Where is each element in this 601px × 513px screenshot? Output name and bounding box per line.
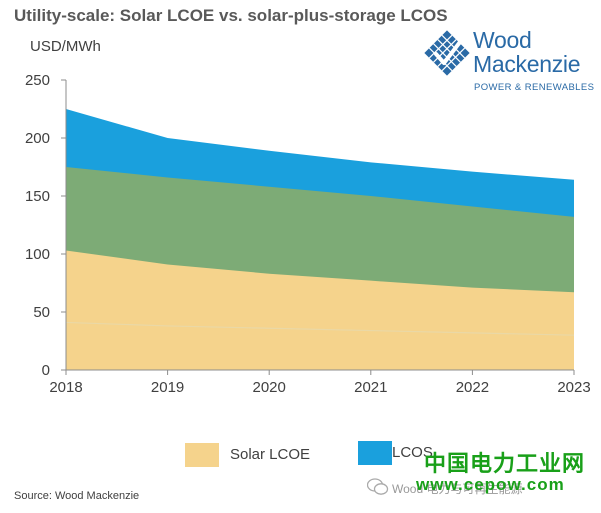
y-tick-label: 150: [25, 188, 50, 205]
logo-name-line2: Mackenzie: [473, 51, 581, 77]
source-note: Source: Wood Mackenzie: [14, 490, 140, 502]
area-chart: 0 50 100 150 200 250 2018 2019 2020 2021 2022 2023: [25, 72, 591, 396]
area-series-0: [66, 250, 574, 370]
wood-mackenzie-logo: Wood Mackenzie POWER & RENEWABLES: [424, 27, 595, 98]
x-tick-label: 2019: [151, 379, 184, 396]
logo-tagline: POWER & RENEWABLES: [474, 82, 595, 93]
x-tick-label: 2018: [49, 379, 82, 396]
y-tick-label: 100: [25, 246, 50, 263]
y-tick-label: 0: [42, 362, 50, 379]
x-tick-label: 2022: [456, 379, 489, 396]
legend-label-lcos: LCOS: [392, 444, 433, 461]
y-axis-unit-label: USD/MWh: [30, 38, 101, 55]
y-tick-label: 50: [33, 304, 50, 321]
line-series-3: [65, 321, 575, 336]
watermark-account-text: Wood 电力与可再生能源: [392, 482, 523, 496]
x-tick-label: 2023: [557, 379, 590, 396]
x-tick-label: 2020: [253, 379, 286, 396]
wechat-icon: [367, 478, 389, 495]
wood-mackenzie-globe-icon: [424, 30, 470, 76]
watermark-cn-title: 中国电力工业网: [424, 451, 586, 476]
chart-title: Utility-scale: Solar LCOE vs. solar-plus…: [14, 6, 448, 25]
y-tick-label: 250: [25, 72, 50, 89]
x-tick-label: 2021: [354, 379, 387, 396]
logo-name-line1: Wood: [473, 27, 532, 53]
legend-swatch-lcos: [358, 441, 392, 465]
y-tick-label: 200: [25, 130, 50, 147]
legend-label-solar-lcoe: Solar LCOE: [230, 446, 311, 463]
legend-swatch-solar-lcoe: [185, 443, 219, 467]
watermark-url: www.cepow.com: [416, 475, 565, 494]
